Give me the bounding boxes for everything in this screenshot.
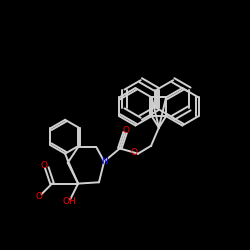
Text: O: O: [130, 148, 138, 157]
Text: N: N: [101, 157, 107, 166]
Text: O: O: [41, 161, 48, 170]
Text: O: O: [36, 192, 43, 201]
Text: OH: OH: [62, 197, 76, 206]
Text: O: O: [123, 126, 130, 135]
